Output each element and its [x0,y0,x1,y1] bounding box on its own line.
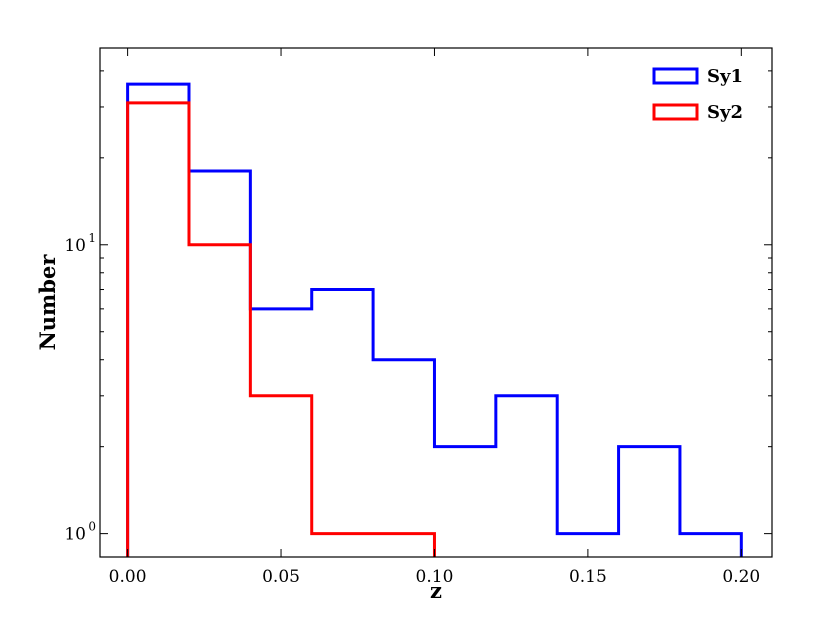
y-tick-label-base: 10 [64,525,86,545]
x-tick-label: 0.20 [722,567,760,587]
x-tick-label: 0.05 [262,567,300,587]
y-tick-label-exponent: 1 [88,231,96,245]
x-axis-label: z [430,578,442,603]
series-sy1-line [126,82,743,557]
y-axis-label: Number [35,254,60,351]
legend-swatch [652,67,699,85]
x-tick-label: 0.15 [569,567,607,587]
x-tick-label: 0.00 [109,567,147,587]
legend-label: Sy2 [707,102,743,123]
series-sy2-line [126,101,436,557]
x-tick-label: 0.10 [416,567,454,587]
legend: Sy1 Sy2 [652,66,743,123]
plot-frame [99,47,773,558]
series-layer [126,82,743,557]
y-tick-label-base: 10 [64,236,86,256]
legend-label: Sy1 [707,66,743,87]
legend-item-sy2: Sy2 [652,102,743,123]
y-tick-label: 10 0 [64,520,96,545]
legend-swatch [652,103,699,121]
y-tick-label-exponent: 0 [88,520,96,534]
y-tick-label: 10 1 [64,231,96,256]
legend-item-sy1: Sy1 [652,66,743,87]
